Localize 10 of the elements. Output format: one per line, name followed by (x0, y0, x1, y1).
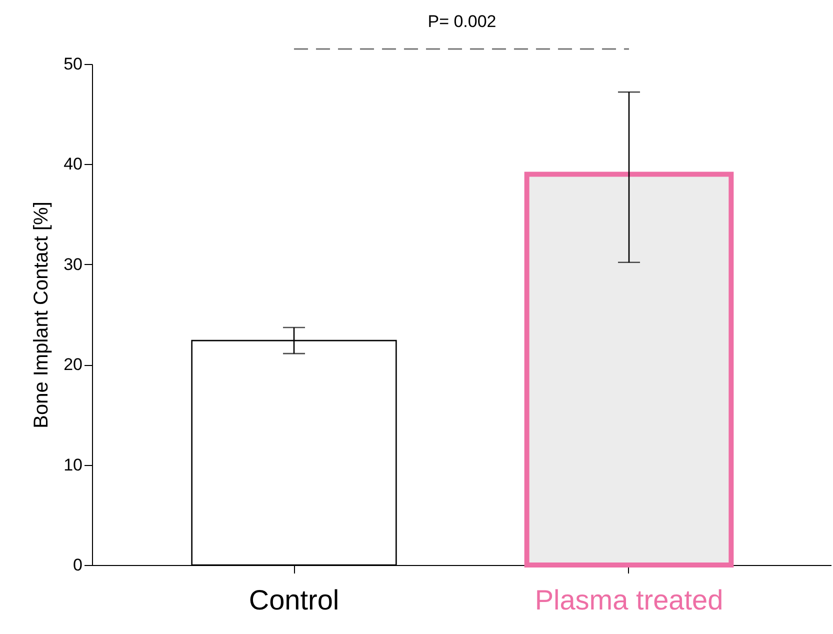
y-tick-label: 10 (64, 455, 82, 474)
y-tick-label: 0 (73, 556, 82, 574)
x-tick-label: Control (248, 584, 340, 616)
y-tick-label: 50 (64, 54, 82, 74)
y-tick-label: 30 (64, 254, 82, 274)
y-tick-label: 20 (64, 355, 82, 374)
y-axis-title: Bone Implant Contact [%] (30, 202, 53, 428)
x-tick-label: Plasma treated (534, 584, 724, 616)
text: P= 0.002 (428, 12, 496, 31)
y-tick-label: 40 (64, 154, 82, 174)
